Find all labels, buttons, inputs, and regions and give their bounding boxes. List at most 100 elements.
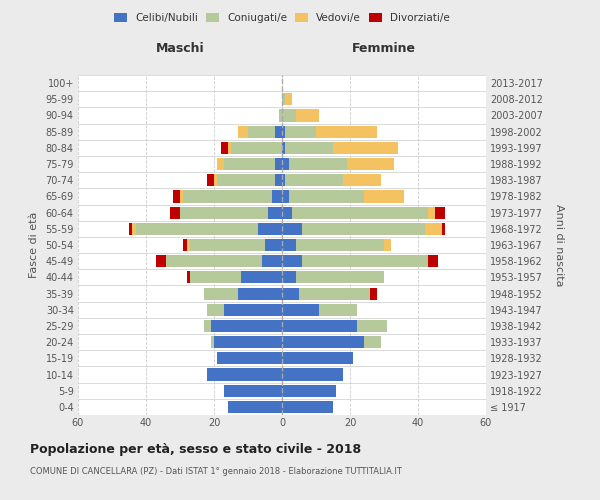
Bar: [278, 110, 282, 122]
Bar: [227, 142, 231, 154]
Text: Femmine: Femmine: [352, 42, 416, 55]
Bar: [282, 336, 364, 348]
Bar: [282, 190, 289, 202]
Bar: [286, 126, 316, 138]
Bar: [425, 222, 442, 235]
Bar: [166, 255, 262, 268]
Bar: [316, 126, 377, 138]
Bar: [136, 222, 258, 235]
Bar: [190, 272, 241, 283]
Bar: [207, 174, 214, 186]
Bar: [214, 174, 217, 186]
Bar: [282, 206, 292, 218]
Bar: [319, 304, 357, 316]
Bar: [370, 288, 377, 300]
Bar: [302, 255, 428, 268]
Bar: [265, 239, 282, 251]
Bar: [262, 255, 282, 268]
Bar: [296, 239, 384, 251]
Bar: [241, 272, 282, 283]
Bar: [364, 336, 380, 348]
Bar: [184, 190, 272, 202]
Text: COMUNE DI CANCELLARA (PZ) - Dati ISTAT 1° gennaio 2018 - Elaborazione TUTTITALIA: COMUNE DI CANCELLARA (PZ) - Dati ISTAT 1…: [30, 468, 402, 476]
Bar: [180, 190, 184, 202]
Bar: [238, 288, 282, 300]
Bar: [224, 304, 282, 316]
Bar: [217, 158, 224, 170]
Bar: [231, 142, 282, 154]
Bar: [190, 239, 265, 251]
Bar: [282, 110, 296, 122]
Bar: [289, 158, 347, 170]
Text: Popolazione per età, sesso e stato civile - 2018: Popolazione per età, sesso e stato civil…: [30, 442, 361, 456]
Bar: [221, 142, 227, 154]
Legend: Celibi/Nubili, Coniugati/e, Vedovi/e, Divorziati/e: Celibi/Nubili, Coniugati/e, Vedovi/e, Di…: [111, 10, 453, 26]
Bar: [282, 93, 286, 106]
Bar: [343, 174, 380, 186]
Bar: [224, 384, 282, 397]
Bar: [180, 206, 268, 218]
Bar: [299, 288, 370, 300]
Bar: [204, 320, 211, 332]
Bar: [357, 320, 388, 332]
Bar: [211, 336, 214, 348]
Bar: [173, 190, 180, 202]
Bar: [275, 126, 282, 138]
Bar: [133, 222, 136, 235]
Bar: [302, 222, 425, 235]
Bar: [282, 222, 302, 235]
Bar: [156, 255, 166, 268]
Bar: [296, 110, 319, 122]
Bar: [282, 368, 343, 380]
Bar: [282, 288, 299, 300]
Bar: [282, 255, 302, 268]
Y-axis label: Fasce di età: Fasce di età: [29, 212, 38, 278]
Bar: [282, 304, 319, 316]
Bar: [282, 320, 357, 332]
Bar: [282, 239, 296, 251]
Bar: [282, 158, 289, 170]
Bar: [286, 93, 292, 106]
Y-axis label: Anni di nascita: Anni di nascita: [554, 204, 564, 286]
Bar: [170, 206, 180, 218]
Bar: [282, 352, 353, 364]
Bar: [282, 401, 333, 413]
Bar: [347, 158, 394, 170]
Bar: [292, 206, 428, 218]
Bar: [204, 288, 238, 300]
Bar: [435, 206, 445, 218]
Bar: [211, 320, 282, 332]
Bar: [296, 272, 384, 283]
Bar: [442, 222, 445, 235]
Bar: [217, 174, 275, 186]
Bar: [187, 272, 190, 283]
Bar: [384, 239, 391, 251]
Bar: [282, 384, 337, 397]
Bar: [282, 126, 286, 138]
Bar: [282, 142, 286, 154]
Bar: [129, 222, 133, 235]
Bar: [214, 336, 282, 348]
Bar: [272, 190, 282, 202]
Bar: [207, 304, 224, 316]
Bar: [282, 174, 286, 186]
Bar: [282, 272, 296, 283]
Text: Maschi: Maschi: [155, 42, 205, 55]
Bar: [289, 190, 364, 202]
Bar: [286, 142, 333, 154]
Bar: [428, 255, 439, 268]
Bar: [207, 368, 282, 380]
Bar: [268, 206, 282, 218]
Bar: [227, 401, 282, 413]
Bar: [238, 126, 248, 138]
Bar: [184, 239, 187, 251]
Bar: [275, 158, 282, 170]
Bar: [258, 222, 282, 235]
Bar: [275, 174, 282, 186]
Bar: [248, 126, 275, 138]
Bar: [333, 142, 398, 154]
Bar: [428, 206, 435, 218]
Bar: [224, 158, 275, 170]
Bar: [364, 190, 404, 202]
Bar: [286, 174, 343, 186]
